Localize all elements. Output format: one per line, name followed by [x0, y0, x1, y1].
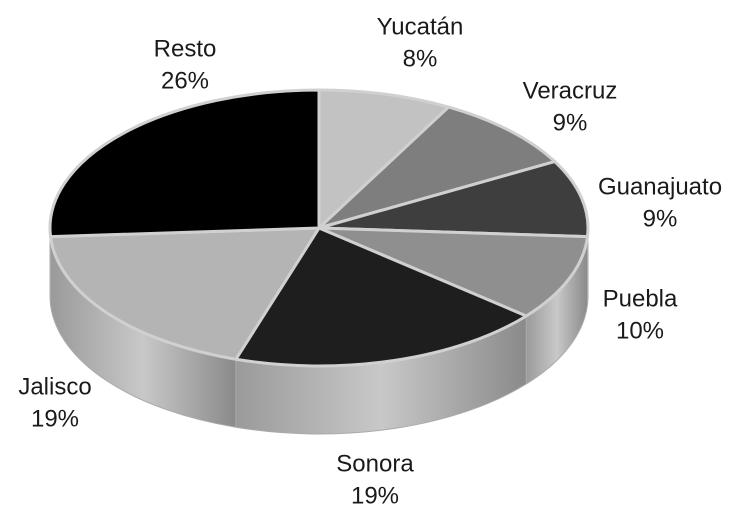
slice-value-label: 9% [553, 109, 588, 136]
slice [49, 226, 321, 361]
slice-label: Yucatán [377, 13, 464, 40]
slice [234, 226, 528, 368]
slice [317, 105, 557, 230]
slice-label: Veracruz [523, 77, 618, 104]
slice-value-label: 8% [403, 45, 438, 72]
slice-label: Sonora [336, 450, 414, 477]
slice-value-label: 26% [161, 67, 209, 94]
slice-value-label: 19% [351, 482, 399, 506]
slice [317, 160, 590, 239]
slice-value-label: 19% [31, 405, 79, 432]
slice-label: Resto [154, 35, 217, 62]
slice [48, 88, 321, 239]
slice [317, 88, 451, 230]
slice-label: Jalisco [18, 373, 91, 400]
slice-value-label: 9% [643, 205, 678, 232]
slice-label: Guanajuato [598, 173, 722, 200]
slice-value-label: 10% [616, 317, 664, 344]
slice [317, 226, 589, 318]
slice-label: Puebla [603, 285, 678, 312]
